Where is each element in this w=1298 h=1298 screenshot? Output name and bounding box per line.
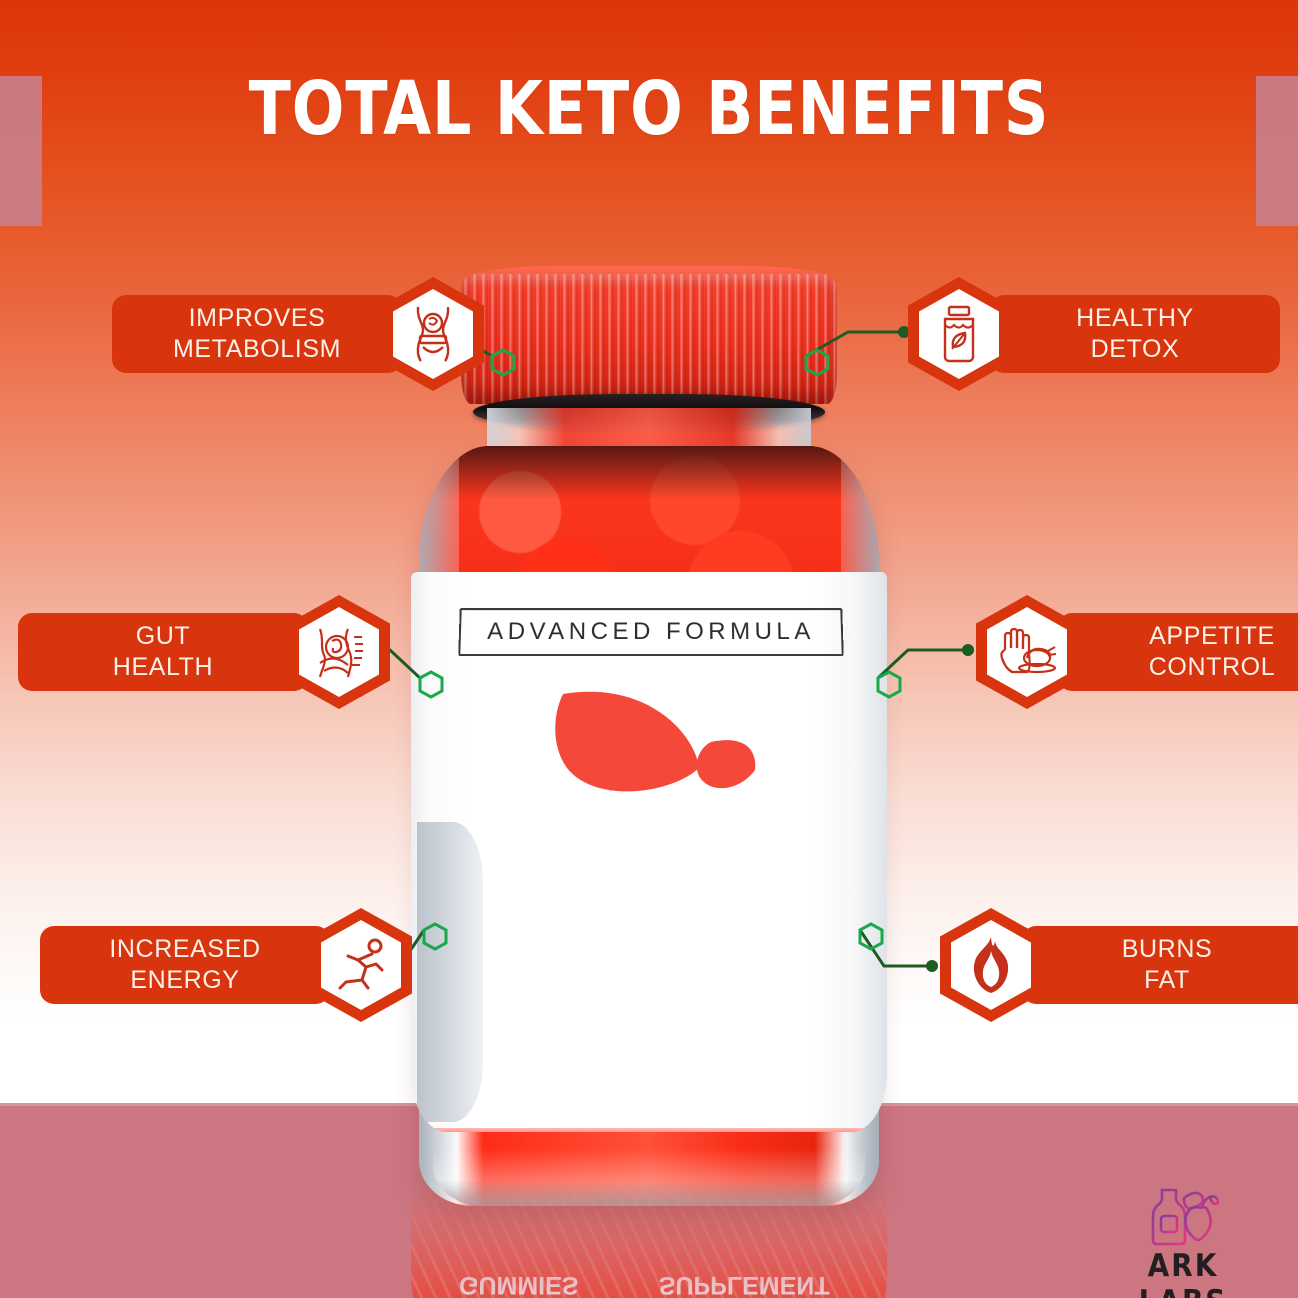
label-red-band: TOTAL KETO Apple Cider Vinegar 1000 MG [423, 1128, 887, 1132]
page-title: TOTAL KETO BENEFITS [248, 66, 1050, 152]
benefit-badge-detox[interactable]: HEALTHY DETOX [908, 277, 1280, 391]
band-highlight [423, 1128, 887, 1132]
reflection-band: 60 GUMMIES DIETARY SUPPLEMENT [411, 1190, 887, 1298]
benefit-pill: HEALTHY DETOX [990, 295, 1280, 373]
benefit-hex-frame [288, 595, 390, 709]
benefit-badge-appetite-control[interactable]: APPETITE CONTROL [976, 595, 1298, 709]
brand-wordmark: ARK LABS [1139, 1248, 1226, 1298]
waist-measure-icon [416, 306, 450, 362]
benefit-label-gut: GUT HEALTH [112, 622, 214, 681]
benefit-hex-inner [299, 607, 379, 697]
stomach-digestion-icon [318, 628, 363, 678]
benefit-hex-frame [940, 908, 1042, 1022]
benefit-pill: APPETITE CONTROL [1058, 613, 1298, 691]
flame-icon [973, 937, 1009, 993]
bottle-label: ADVANCED FORMULA TOTAL KETO Apple Cider … [411, 572, 887, 1132]
bottle-reflection: 60 GUMMIES DIETARY SUPPLEMENT [399, 1190, 899, 1298]
edge-tab-left [0, 76, 42, 226]
reflection-category: DIETARY SUPPLEMENT [658, 1271, 830, 1298]
benefit-label-burns: BURNS FAT [1121, 935, 1213, 994]
benefit-label-detox: HEALTHY DETOX [1076, 304, 1194, 363]
benefit-pill: GUT HEALTH [18, 613, 308, 691]
benefit-label-energy: INCREASED ENERGY [109, 935, 261, 994]
benefit-hex-inner [951, 920, 1031, 1010]
two-leaf-icon [543, 676, 763, 816]
benefit-hex-inner [919, 289, 999, 379]
benefit-hex-frame [382, 277, 484, 391]
detox-jar-leaf-icon [943, 305, 975, 363]
benefit-label-metabolism: IMPROVES METABOLISM [172, 304, 342, 363]
reflection-text: 60 GUMMIES DIETARY SUPPLEMENT [411, 1270, 887, 1298]
benefit-hex-inner [987, 607, 1067, 697]
benefit-badge-burns-fat[interactable]: BURNS FAT [940, 908, 1298, 1022]
benefit-label-appetite: APPETITE CONTROL [1148, 622, 1276, 681]
benefit-pill: BURNS FAT [1022, 926, 1298, 1004]
product-bottle: ADVANCED FORMULA TOTAL KETO Apple Cider … [399, 266, 899, 1206]
benefit-badge-metabolism[interactable]: IMPROVES METABOLISM [112, 277, 484, 391]
benefit-hex-frame [908, 277, 1010, 391]
brand-logo: ARK LABS [1098, 1186, 1268, 1298]
benefit-hex-inner [321, 920, 401, 1010]
benefit-hex-frame [310, 908, 412, 1022]
hand-stop-food-icon [1000, 627, 1057, 674]
advanced-formula-box: ADVANCED FORMULA [458, 608, 844, 657]
reflection-count: 60 GUMMIES [459, 1271, 579, 1298]
benefit-pill: INCREASED ENERGY [40, 926, 330, 1004]
bottle-apple-icon [1132, 1186, 1236, 1248]
benefit-hex-inner [393, 289, 473, 379]
benefit-badge-increased-energy[interactable]: INCREASED ENERGY [40, 908, 412, 1022]
running-person-icon [338, 938, 384, 990]
benefit-badge-gut-health[interactable]: GUT HEALTH [18, 595, 390, 709]
advanced-formula-text: ADVANCED FORMULA [486, 618, 816, 645]
bottle-inner-shadow [419, 446, 879, 500]
benefit-pill: IMPROVES METABOLISM [112, 295, 402, 373]
benefit-hex-frame [976, 595, 1078, 709]
label-curve-shadow [417, 822, 483, 1122]
bottle-cap [461, 274, 837, 404]
edge-tab-right [1256, 76, 1298, 226]
